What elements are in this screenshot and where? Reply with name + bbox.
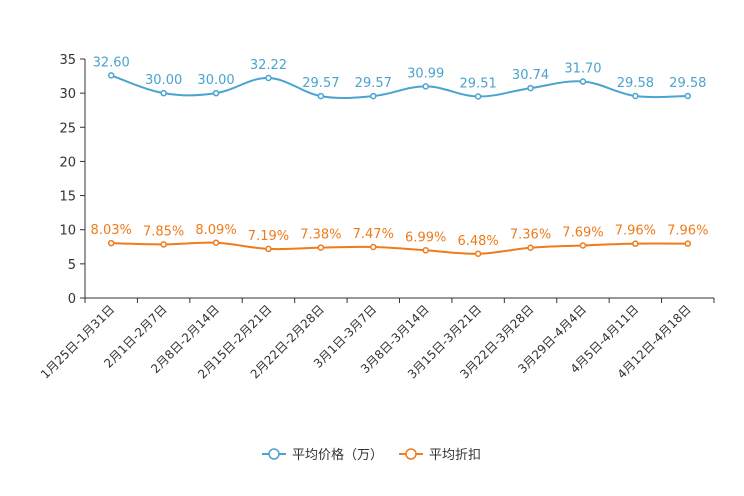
data-point — [265, 74, 272, 82]
data-label: 30.00 — [197, 73, 234, 88]
data-point — [317, 244, 325, 251]
data-label: 29.58 — [617, 76, 654, 91]
data-label: 6.48% — [457, 234, 498, 249]
data-point — [212, 89, 220, 97]
data-label: 30.00 — [145, 73, 182, 88]
legend-item-2: 平均折扣 — [399, 448, 481, 463]
chart-legend: 平均价格（万） 平均折扣 — [262, 447, 481, 463]
series-1: 32.60 30.00 30.00 32.22 29.57 29.57 30.99 29.51… — [93, 55, 706, 100]
data-label: 8.09% — [195, 223, 236, 238]
data-point — [527, 244, 534, 251]
data-label: 29.58 — [669, 76, 706, 91]
data-label: 7.19% — [248, 229, 289, 244]
data-point — [422, 247, 429, 254]
y-tick-label: 35 — [59, 53, 76, 68]
data-point — [684, 240, 692, 247]
data-point — [579, 78, 587, 85]
series-line — [110, 74, 688, 99]
data-point — [684, 92, 692, 100]
data-point — [632, 92, 639, 100]
data-label: 29.57 — [302, 76, 339, 91]
data-label: 7.69% — [562, 225, 603, 240]
y-tick-label: 25 — [59, 121, 76, 136]
data-point — [422, 83, 429, 90]
legend-marker — [405, 448, 417, 460]
data-point — [632, 240, 639, 247]
data-point — [107, 239, 115, 247]
data-point — [474, 93, 482, 100]
series-layer: 32.60 30.00 30.00 32.22 29.57 29.57 30.99 29.51… — [91, 55, 708, 258]
data-label: 7.96% — [615, 224, 656, 239]
data-label: 30.74 — [512, 68, 549, 83]
data-point — [317, 92, 325, 100]
data-label: 7.47% — [353, 227, 394, 242]
y-tick-label: 10 — [59, 224, 76, 239]
data-point — [160, 89, 167, 97]
legend-marker — [268, 448, 280, 460]
data-label: 29.51 — [460, 76, 497, 91]
data-label: 7.96% — [667, 224, 708, 239]
y-tick-label: 15 — [59, 190, 76, 205]
data-point — [160, 241, 167, 248]
y-tick-label: 30 — [59, 87, 76, 102]
series-2: 8.03% 7.85% 8.09% 7.19% 7.38% 7.47% 6.99% 6.48%… — [91, 223, 708, 258]
data-point — [527, 84, 534, 92]
data-label: 31.70 — [564, 62, 601, 77]
data-point — [265, 245, 272, 253]
data-label: 30.99 — [407, 66, 444, 81]
data-label: 7.38% — [300, 228, 341, 243]
y-tick-label: 0 — [68, 292, 76, 307]
data-point — [579, 242, 587, 249]
data-point — [370, 92, 377, 100]
series-line — [111, 241, 688, 255]
data-label: 29.57 — [355, 76, 392, 91]
data-label: 32.22 — [250, 58, 287, 73]
data-label: 6.99% — [405, 230, 446, 245]
data-point — [474, 250, 482, 258]
chart-axes: 051015202530351月25日-1月31日2月1日-2月7日2月8日-2… — [38, 53, 715, 382]
legend-item-1: 平均价格（万） — [262, 447, 383, 463]
data-label: 7.36% — [510, 228, 551, 243]
data-label: 7.85% — [143, 224, 184, 239]
legend-label: 平均折扣 — [429, 448, 481, 463]
data-point — [107, 72, 115, 79]
y-tick-label: 20 — [59, 155, 76, 170]
y-tick-label: 5 — [68, 258, 76, 273]
data-label: 32.60 — [93, 55, 130, 70]
data-point — [370, 243, 377, 251]
legend-label: 平均价格（万） — [292, 447, 383, 463]
data-label: 8.03% — [91, 223, 132, 238]
data-point — [212, 239, 220, 247]
x-tick-label: 1月25日-1月31日 — [38, 302, 117, 381]
